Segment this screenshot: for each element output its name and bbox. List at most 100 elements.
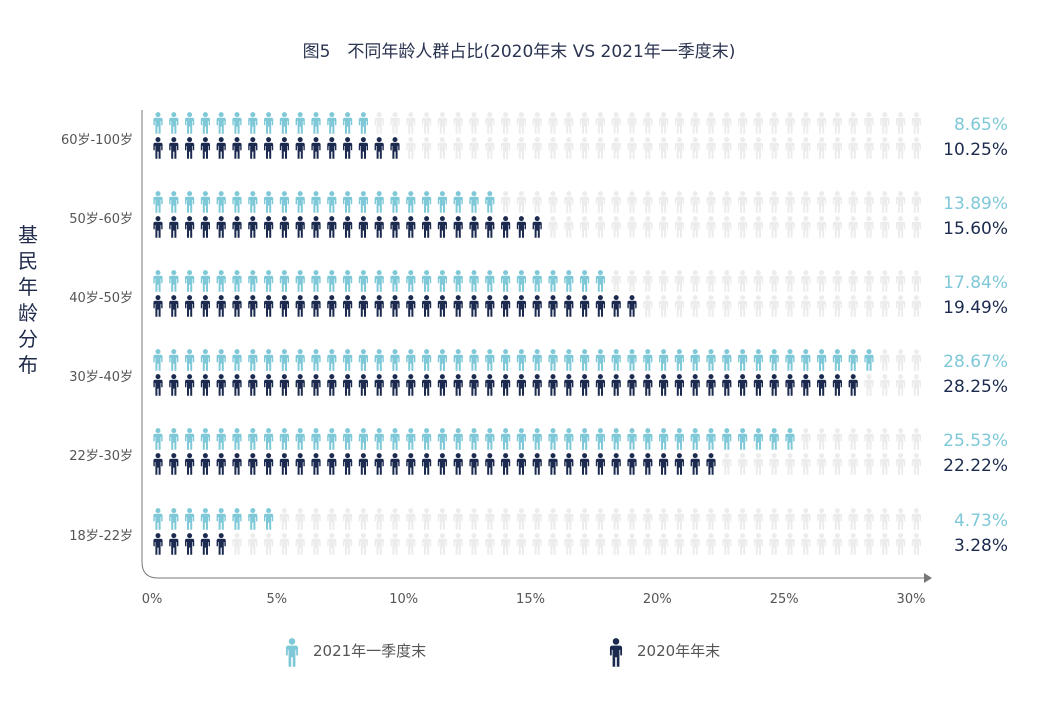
person-icon-empty [911,374,921,396]
value-label: 13.89% [943,194,1008,214]
person-icon-empty [548,216,558,238]
person-icon-filled [406,191,416,213]
person-icon-empty [422,137,432,159]
person-icon-filled [216,428,226,450]
x-tick-label: 15% [516,592,545,607]
person-icon-filled [564,349,574,371]
person-icon-empty [753,112,763,134]
person-icon-empty [643,137,653,159]
person-icon-filled [516,374,526,396]
person-icon-empty [864,453,874,475]
person-icon-empty [896,112,906,134]
person-icon-filled [453,428,463,450]
person-icon-filled [611,453,621,475]
person-icon-empty [453,137,463,159]
person-icon-filled [200,533,210,555]
person-icon-filled [611,374,621,396]
person-icon-filled [343,349,353,371]
person-icon-filled [580,374,590,396]
person-icon-empty [295,508,305,530]
person-icon-empty [801,453,811,475]
person-icon-filled [200,216,210,238]
person-icon-filled [358,191,368,213]
person-icon-filled [374,349,384,371]
person-icon-filled [169,216,179,238]
person-icon-empty [848,428,858,450]
person-icon-empty [690,533,700,555]
person-icon-empty [580,191,590,213]
person-icon-filled [248,137,258,159]
person-icon-empty [880,428,890,450]
person-icon-filled [327,137,337,159]
person-icon-filled [674,453,684,475]
person-icon-filled [185,533,195,555]
person-icon-filled [279,270,289,292]
person-icon-filled [153,349,163,371]
person-icon-filled [390,374,400,396]
person-icon-filled [627,428,637,450]
person-icon-filled [722,374,732,396]
person-icon-filled [169,112,179,134]
person-icon-empty [738,216,748,238]
person-icon-empty [343,508,353,530]
person-icon-empty [627,533,637,555]
person-icon-empty [611,137,621,159]
person-icon-filled [343,453,353,475]
person-icon-filled [200,453,210,475]
person-icon-filled [185,137,195,159]
person-icon-empty [643,533,653,555]
person-icon-filled [232,349,242,371]
person-icon-filled [801,349,811,371]
person-icon-empty [580,508,590,530]
person-icon-filled [753,349,763,371]
person-icon-filled [753,374,763,396]
person-icon-empty [864,374,874,396]
person-icon-filled [216,453,226,475]
person-icon-filled [817,374,827,396]
person-icon-empty [390,533,400,555]
person-icon-empty [911,137,921,159]
person-icon-filled [185,453,195,475]
person-icon-filled [374,137,384,159]
person-icon-empty [864,112,874,134]
person-icon-filled [248,112,258,134]
person-icon-empty [232,533,242,555]
person-icon-empty [706,270,716,292]
person-icon-filled [185,428,195,450]
person-icon-empty [722,270,732,292]
person-icon-filled [690,374,700,396]
person-icon-empty [406,508,416,530]
y-axis-label: 基民年龄分布 [18,223,38,377]
person-icon-filled [437,216,447,238]
person-icon-filled [690,349,700,371]
person-icon-filled [469,349,479,371]
person-icon-empty [690,112,700,134]
person-icon-empty [532,533,542,555]
person-icon-filled [185,112,195,134]
person-icon-filled [248,349,258,371]
person-icon-empty [817,508,827,530]
person-icon-filled [279,216,289,238]
person-icon-filled [564,270,574,292]
legend-person-icon [285,638,299,667]
person-icon-empty [832,428,842,450]
person-icon-filled [548,428,558,450]
person-icon-empty [358,508,368,530]
person-icon-empty [580,533,590,555]
person-icon-empty [595,137,605,159]
person-icon-filled [248,428,258,450]
person-icon-empty [564,533,574,555]
person-icon-filled [358,295,368,317]
person-icon-filled [580,428,590,450]
person-icon-filled [200,295,210,317]
person-icon-filled [595,374,605,396]
person-icon-empty [738,191,748,213]
person-icon-filled [501,374,511,396]
category-label: 40岁-50岁 [69,291,133,306]
person-icon-filled [374,216,384,238]
person-icon-filled [706,374,716,396]
person-icon-empty [706,295,716,317]
person-icon-filled [627,453,637,475]
person-icon-empty [769,453,779,475]
person-icon-empty [848,216,858,238]
